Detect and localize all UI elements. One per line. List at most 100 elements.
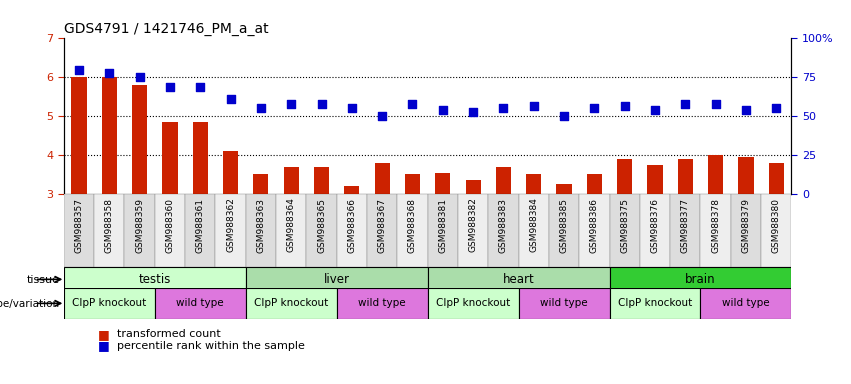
- Point: [406, 101, 420, 108]
- Bar: [731, 194, 761, 267]
- Bar: [283, 167, 299, 194]
- Text: GSM988386: GSM988386: [590, 198, 599, 253]
- Point: [618, 103, 631, 109]
- Text: GSM988366: GSM988366: [347, 198, 357, 253]
- Bar: [64, 267, 246, 292]
- Bar: [587, 174, 602, 194]
- Bar: [185, 194, 215, 267]
- Bar: [526, 174, 541, 194]
- Point: [284, 101, 298, 108]
- Text: GSM988363: GSM988363: [256, 198, 266, 253]
- Text: GSM988359: GSM988359: [135, 198, 144, 253]
- Text: testis: testis: [139, 273, 171, 286]
- Bar: [215, 194, 246, 267]
- Point: [678, 101, 692, 108]
- Bar: [124, 194, 155, 267]
- Point: [224, 96, 237, 102]
- Point: [254, 105, 268, 111]
- Text: ClpP knockout: ClpP knockout: [254, 298, 328, 308]
- Text: GSM988365: GSM988365: [317, 198, 326, 253]
- Bar: [465, 180, 481, 194]
- Bar: [246, 288, 337, 319]
- Bar: [708, 155, 723, 194]
- Bar: [374, 163, 390, 194]
- Text: genotype/variation: genotype/variation: [0, 299, 60, 309]
- Text: GSM988378: GSM988378: [711, 198, 720, 253]
- Point: [709, 101, 722, 108]
- Text: GSM988358: GSM988358: [105, 198, 114, 253]
- Text: GSM988357: GSM988357: [75, 198, 83, 253]
- Point: [375, 113, 389, 119]
- Point: [648, 107, 662, 113]
- Text: brain: brain: [685, 273, 716, 286]
- Bar: [496, 167, 511, 194]
- Bar: [405, 174, 420, 194]
- Text: liver: liver: [323, 273, 350, 286]
- Bar: [488, 194, 518, 267]
- Bar: [306, 194, 337, 267]
- Text: GSM988382: GSM988382: [469, 198, 477, 252]
- Point: [72, 66, 86, 73]
- Bar: [761, 194, 791, 267]
- Bar: [580, 194, 609, 267]
- Bar: [276, 194, 306, 267]
- Text: wild type: wild type: [722, 298, 770, 308]
- Bar: [648, 165, 663, 194]
- Text: ClpP knockout: ClpP knockout: [618, 298, 692, 308]
- Text: ClpP knockout: ClpP knockout: [72, 298, 146, 308]
- Bar: [739, 157, 753, 194]
- Bar: [427, 267, 609, 292]
- Point: [102, 70, 116, 76]
- Text: wild type: wild type: [540, 298, 588, 308]
- Bar: [337, 194, 367, 267]
- Bar: [427, 288, 518, 319]
- Bar: [94, 194, 124, 267]
- Bar: [155, 194, 185, 267]
- Bar: [609, 288, 700, 319]
- Text: GSM988362: GSM988362: [226, 198, 235, 252]
- Bar: [670, 194, 700, 267]
- Text: GSM988361: GSM988361: [196, 198, 205, 253]
- Bar: [617, 159, 632, 194]
- Point: [587, 105, 601, 111]
- Bar: [397, 194, 427, 267]
- Text: GSM988367: GSM988367: [378, 198, 386, 253]
- Bar: [71, 77, 87, 194]
- Bar: [700, 288, 791, 319]
- Bar: [518, 194, 549, 267]
- Text: heart: heart: [503, 273, 534, 286]
- Text: wild type: wild type: [358, 298, 406, 308]
- Point: [740, 107, 753, 113]
- Point: [436, 107, 449, 113]
- Text: percentile rank within the sample: percentile rank within the sample: [117, 341, 305, 351]
- Bar: [609, 267, 791, 292]
- Text: GSM988379: GSM988379: [741, 198, 751, 253]
- Text: GSM988384: GSM988384: [529, 198, 538, 252]
- Text: GSM988383: GSM988383: [499, 198, 508, 253]
- Bar: [246, 267, 427, 292]
- Text: GSM988380: GSM988380: [772, 198, 780, 253]
- Bar: [345, 186, 359, 194]
- Point: [345, 105, 358, 111]
- Bar: [549, 194, 580, 267]
- Point: [466, 109, 480, 115]
- Bar: [677, 159, 693, 194]
- Point: [769, 105, 783, 111]
- Bar: [435, 172, 450, 194]
- Bar: [64, 288, 155, 319]
- Text: GSM988375: GSM988375: [620, 198, 629, 253]
- Text: GSM988376: GSM988376: [650, 198, 660, 253]
- Bar: [102, 77, 117, 194]
- Point: [557, 113, 571, 119]
- Text: GSM988377: GSM988377: [681, 198, 690, 253]
- Bar: [132, 85, 147, 194]
- Text: transformed count: transformed count: [117, 329, 220, 339]
- Text: ■: ■: [98, 328, 114, 341]
- Text: GDS4791 / 1421746_PM_a_at: GDS4791 / 1421746_PM_a_at: [64, 22, 268, 36]
- Bar: [223, 151, 238, 194]
- Point: [315, 101, 328, 108]
- Bar: [557, 184, 572, 194]
- Bar: [254, 174, 268, 194]
- Bar: [163, 122, 178, 194]
- Bar: [314, 167, 329, 194]
